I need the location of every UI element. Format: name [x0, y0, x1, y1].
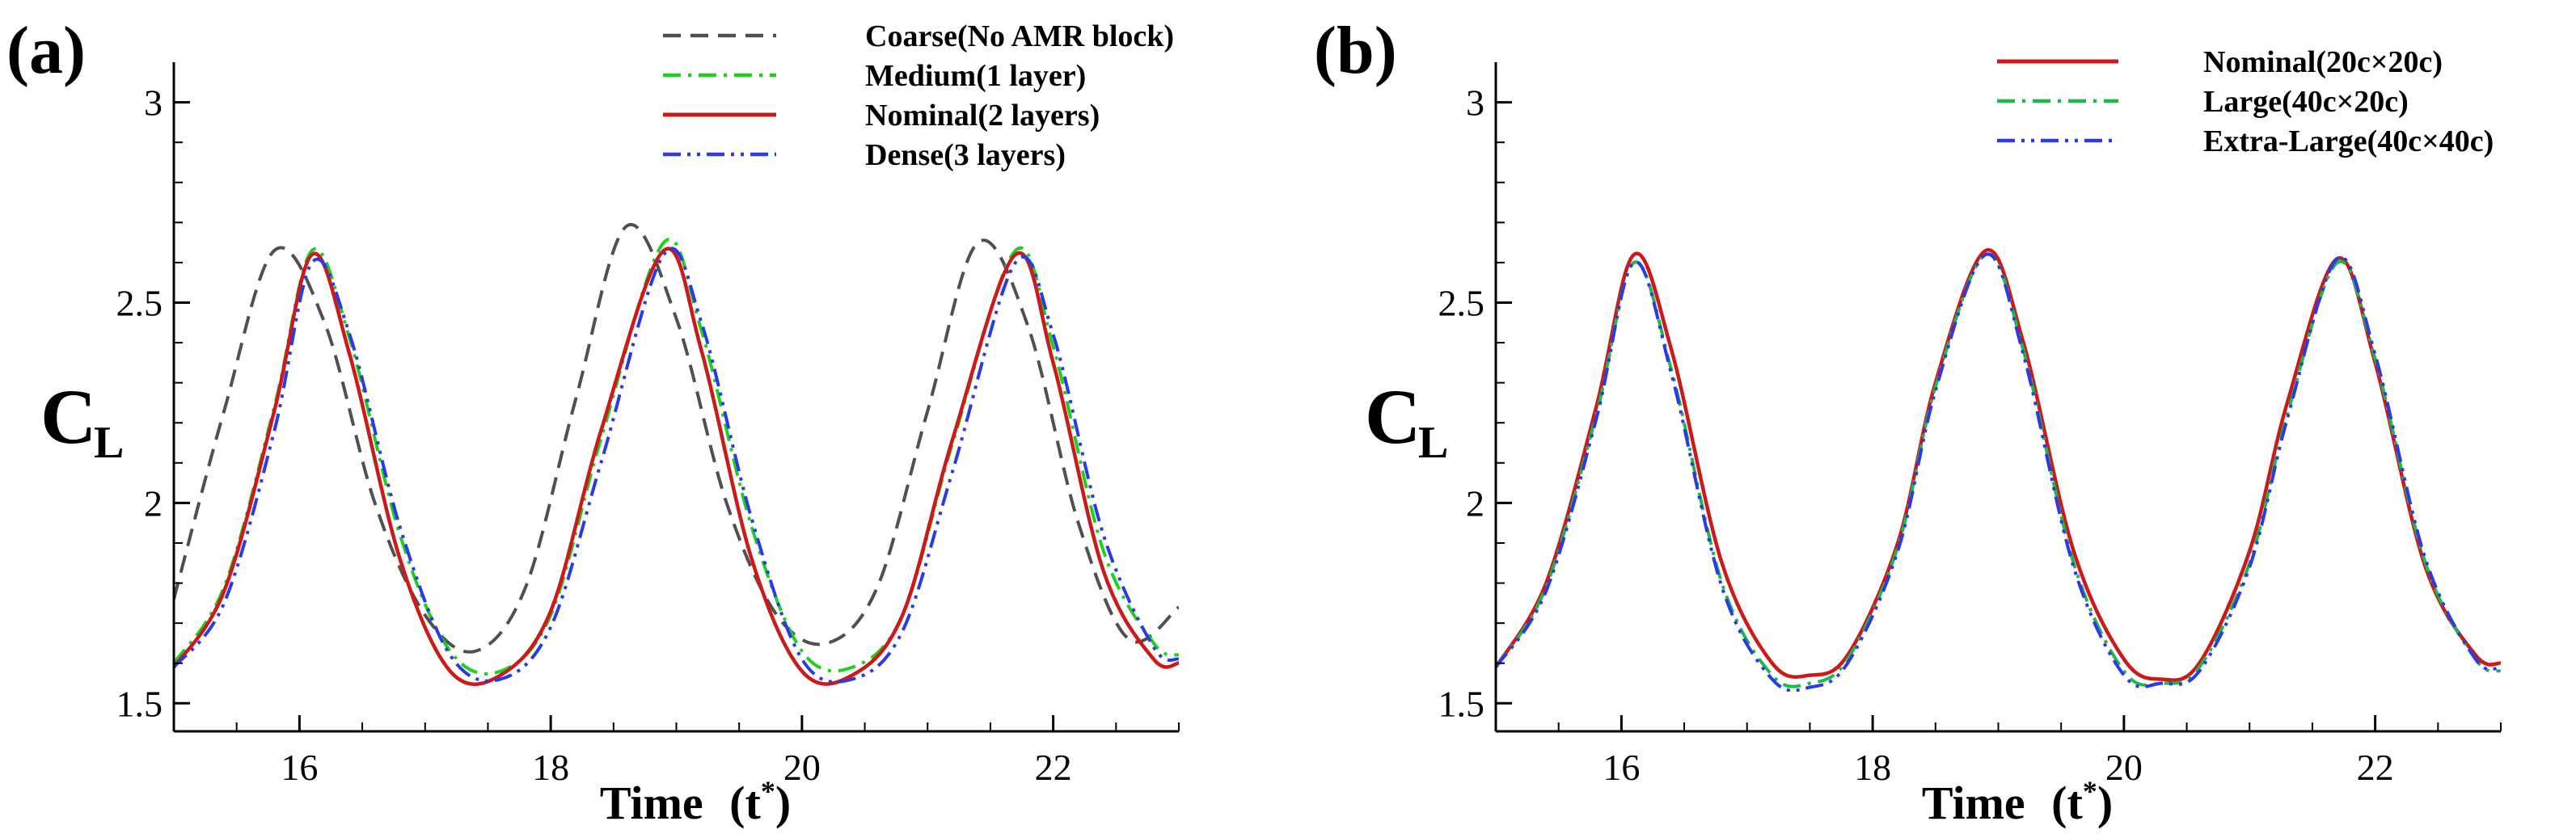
- panel-a-x-tick-label: 22: [1035, 747, 1072, 788]
- panel-a-legend-label-2: Medium(1 layer): [865, 59, 1086, 93]
- panel-a-series-line-1: [174, 223, 1179, 654]
- panel-b-label: (b): [1314, 13, 1397, 88]
- panel-b-y-tick-label: 3: [1466, 82, 1484, 124]
- panel-b-x-axis-title-sup: *: [2083, 775, 2097, 807]
- panel-b-series-line-2: [1496, 252, 2501, 689]
- panel-b-y-axis-title-main: C: [1365, 373, 1421, 460]
- panel-b-x-tick-label: 22: [2357, 747, 2394, 788]
- panel-a-x-tick-label: 16: [281, 747, 318, 788]
- panel-a-x-axis-title-sup: *: [761, 775, 775, 807]
- panel-b: (b) C L Time (t*) 16 18 20 22 1.5 2 2.5 3 Nomina…: [1314, 13, 2502, 829]
- panel-a-y-tick-label: 2.5: [116, 282, 163, 323]
- panel-a-legend: Coarse(No AMR block) Medium(1 layer) Nomin…: [663, 19, 1174, 172]
- panel-b-y-tick-label: 1.5: [1438, 683, 1485, 724]
- panel-a-y-axis-title-sub: L: [94, 418, 124, 468]
- panel-b-x-tick-label: 16: [1603, 747, 1640, 788]
- panel-b-y-axis-title: C L: [1365, 373, 1448, 468]
- panel-a-x-axis-title: Time (t*): [600, 775, 791, 829]
- panel-b-series-group: [1496, 248, 2501, 693]
- panel-b-y-axis-title-sub: L: [1418, 418, 1448, 468]
- panel-b-x-tick-label: 20: [2105, 747, 2143, 788]
- panel-a-x-axis-title-var: (t: [729, 777, 761, 829]
- panel-a-x-axis-title-main: Time: [600, 777, 703, 829]
- panel-a-series-line-4: [174, 246, 1179, 684]
- panel-a-legend-label-4: Dense(3 layers): [865, 138, 1066, 172]
- panel-b-legend: Nominal(20c×20c) Large(40c×20c) Extra-Larg…: [1997, 45, 2494, 158]
- panel-b-x-axis-title-var: (t: [2051, 777, 2083, 829]
- panel-b-legend-label-3: Extra-Large(40c×40c): [2203, 124, 2494, 158]
- panel-a-series-group: [174, 223, 1179, 686]
- panel-a-x-tick-label: 20: [783, 747, 821, 788]
- panel-b-x-axis-title: Time (t*): [1922, 775, 2113, 829]
- panel-a: (a) C L Time (t*) 16 18 20 22 1.5 2 2.5 3 Coarse…: [6, 13, 1180, 829]
- panel-b-series-line-3: [1496, 252, 2501, 693]
- panel-a-y-tick-label: 2: [144, 482, 163, 524]
- panel-a-x-axis-title-close: ): [775, 777, 791, 829]
- panel-b-x-tick-label: 18: [1854, 747, 1891, 788]
- panel-a-y-tick-label: 1.5: [116, 683, 163, 724]
- panel-a-x-tick-label: 18: [532, 747, 569, 788]
- panel-a-label: (a): [6, 13, 86, 88]
- panel-a-y-axis-title: C L: [40, 373, 124, 468]
- panel-b-x-axis-title-close: ): [2097, 777, 2113, 829]
- panel-a-series-line-2: [174, 238, 1179, 676]
- panel-a-y-tick-label: 3: [144, 82, 163, 124]
- panel-b-y-tick-label: 2.5: [1438, 282, 1485, 323]
- panel-a-legend-label-3: Nominal(2 layers): [865, 99, 1100, 133]
- panel-a-legend-label-1: Coarse(No AMR block): [865, 19, 1174, 53]
- panel-b-legend-label-1: Nominal(20c×20c): [2203, 45, 2443, 79]
- panel-b-series-line-1: [1496, 248, 2501, 682]
- panel-b-x-axis-title-main: Time: [1922, 777, 2025, 829]
- panel-b-y-tick-label: 2: [1466, 482, 1484, 524]
- panel-b-legend-label-2: Large(40c×20c): [2203, 85, 2409, 119]
- panel-a-y-axis-title-main: C: [40, 373, 96, 460]
